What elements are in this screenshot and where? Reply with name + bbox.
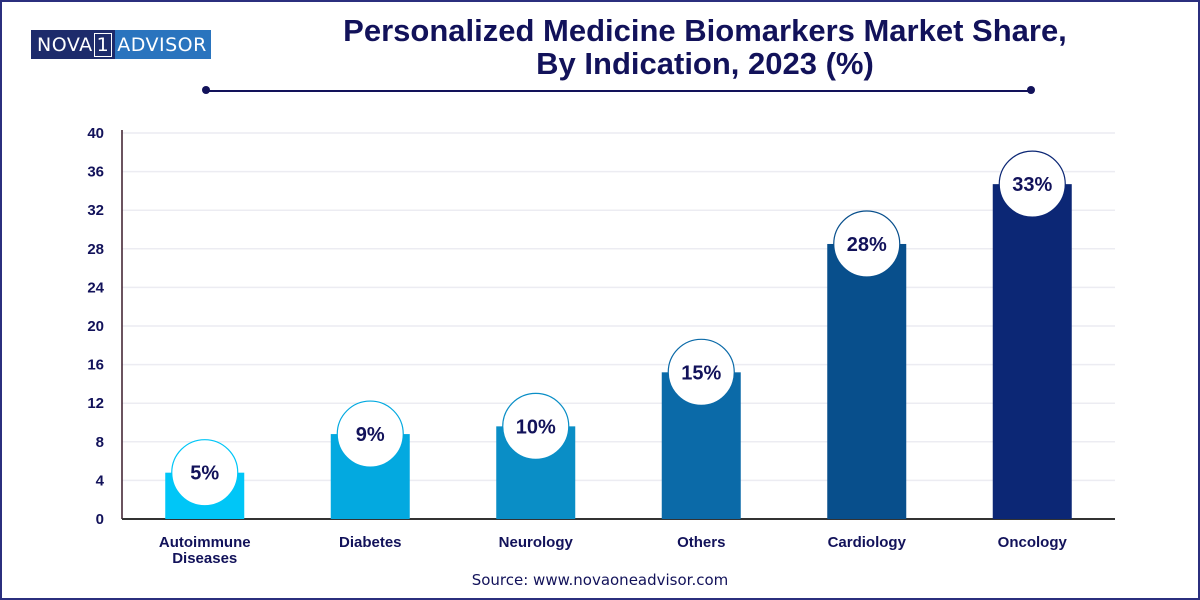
y-tick-label: 16: [87, 357, 104, 374]
data-label: 15%: [681, 362, 721, 384]
y-tick-label: 0: [96, 511, 104, 528]
x-category-label: Diseases: [172, 550, 237, 567]
chart-title-line-2: By Indication, 2023 (%): [536, 46, 874, 81]
x-category-label: Others: [677, 534, 725, 551]
bar: [992, 184, 1072, 519]
logo-right: ADVISOR: [115, 30, 211, 59]
x-category-label: Diabetes: [339, 534, 402, 551]
data-label: 10%: [516, 416, 556, 438]
chart-title: Personalized Medicine Biomarkers Market …: [240, 14, 1170, 80]
data-label-bubble: [998, 150, 1066, 218]
data-label-bubble: [336, 400, 404, 468]
chart-title-line-1: Personalized Medicine Biomarkers Market …: [343, 13, 1067, 48]
logo-left: NOVA 1: [31, 30, 116, 59]
y-tick-label: 4: [96, 472, 105, 489]
logo-text-nova: NOVA: [37, 33, 93, 56]
data-label: 33%: [1012, 174, 1052, 196]
y-tick-label: 36: [87, 164, 104, 181]
bar: [827, 243, 907, 519]
y-tick-label: 12: [87, 395, 104, 412]
data-label-bubble: [833, 210, 901, 278]
data-label: 9%: [356, 424, 385, 446]
x-category-label: Cardiology: [828, 534, 907, 551]
data-label-bubble: [502, 392, 570, 460]
y-tick-label: 28: [87, 241, 104, 258]
logo-text-advisor: ADVISOR: [117, 33, 207, 56]
title-divider-dot-right: [1027, 86, 1035, 94]
y-tick-label: 20: [87, 318, 104, 335]
data-label-bubble: [171, 439, 239, 507]
logo-text-one: 1: [93, 32, 113, 57]
y-tick-label: 32: [87, 202, 104, 219]
data-label: 28%: [847, 234, 887, 256]
title-divider: [206, 90, 1032, 92]
data-label-bubble: [667, 338, 735, 406]
source-note: Source: www.novaoneadvisor.com: [471, 571, 729, 589]
data-label: 5%: [190, 463, 219, 485]
nova-advisor-logo: NOVA 1 ADVISOR: [31, 30, 211, 59]
y-tick-label: 24: [87, 279, 104, 296]
y-tick-label: 8: [96, 434, 104, 451]
x-category-label: Neurology: [499, 534, 574, 551]
title-divider-dot-left: [202, 86, 210, 94]
x-category-label: Autoimmune: [159, 534, 251, 551]
x-category-label: Oncology: [998, 534, 1068, 551]
y-tick-label: 40: [87, 125, 104, 142]
